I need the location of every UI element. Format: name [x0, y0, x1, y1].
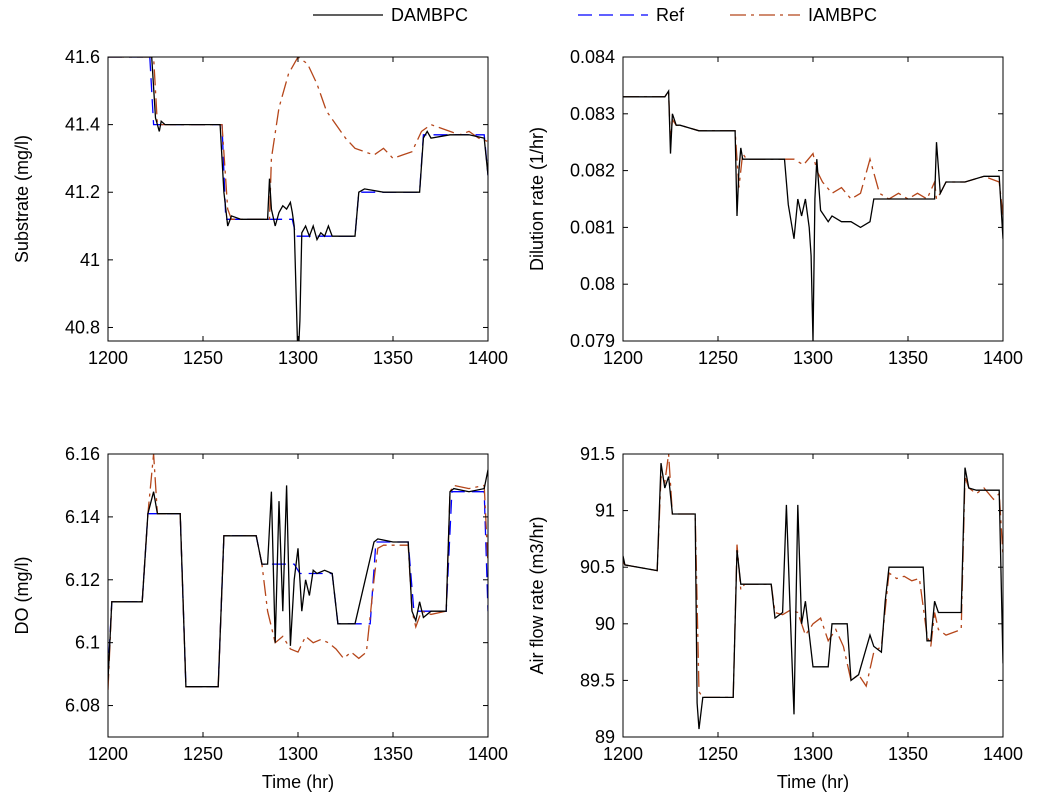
legend-label-ref: Ref	[656, 5, 685, 25]
substrate-y-tick-label: 41	[80, 250, 100, 270]
substrate-series-iambpc-line	[108, 57, 488, 220]
dilution-rate-series-dambpc-line	[623, 89, 1003, 341]
dilution-rate-x-tick-label: 1400	[983, 348, 1023, 368]
chart-air-flow-rate: 1200 1250 1300 1350 1400 89 89.5 90 90.5 91 91.5 Ai…	[527, 444, 1023, 792]
do-x-tick-label: 1250	[183, 744, 223, 764]
air-flow-rate-x-tick-label: 1350	[888, 744, 928, 764]
do-axes-box	[107, 453, 489, 738]
air-flow-rate-series-iambpc-line	[623, 454, 1003, 699]
dilution-rate-x-tick-label: 1350	[888, 348, 928, 368]
substrate-y-tick-label: 40.8	[65, 317, 100, 337]
do-y-tick-label: 6.12	[65, 570, 100, 590]
air-flow-rate-y-tick-label: 90.5	[580, 557, 615, 577]
do-x-tick-label: 1200	[88, 744, 128, 764]
dilution-rate-y-tick-label: 0.084	[570, 47, 615, 67]
air-flow-rate-y-tick-label: 89.5	[580, 670, 615, 690]
substrate-series-dambpc-line	[108, 57, 488, 341]
dilution-rate-y-tick-label: 0.08	[580, 274, 615, 294]
do-x-tick-label: 1400	[468, 744, 508, 764]
dilution-rate-y-tick-label: 0.079	[570, 331, 615, 351]
air-flow-rate-y-axis-label: Air flow rate (m3/hr)	[527, 516, 547, 674]
dilution-rate-y-tick-label: 0.082	[570, 161, 615, 181]
do-series-dambpc-line	[108, 469, 488, 688]
air-flow-rate-y-tick-label: 89	[595, 727, 615, 747]
air-flow-rate-y-tick-label: 91	[595, 501, 615, 521]
substrate-x-tick-label: 1350	[373, 348, 413, 368]
legend-label-iambpc: IAMBPC	[808, 5, 877, 25]
do-x-axis-label: Time (hr)	[262, 772, 334, 792]
dilution-rate-x-tick-label: 1200	[603, 348, 643, 368]
substrate-y-axis-label: Substrate (mg/l)	[12, 135, 32, 263]
air-flow-rate-x-tick-label: 1300	[793, 744, 833, 764]
legend: DAMBPC Ref IAMBPC	[313, 5, 877, 25]
do-series-ref-line	[108, 491, 488, 688]
legend-label-dambpc: DAMBPC	[391, 5, 468, 25]
chart-dilution-rate: 1200 1250 1300 1350 1400 0.079 0.08 0.081 0.082 0…	[527, 47, 1023, 368]
air-flow-rate-y-tick-label: 90	[595, 614, 615, 634]
do-x-tick-label: 1300	[278, 744, 318, 764]
dilution-rate-series-iambpc-line	[623, 89, 1003, 217]
substrate-y-tick-label: 41.6	[65, 47, 100, 67]
do-y-tick-label: 6.16	[65, 444, 100, 464]
substrate-x-tick-label: 1250	[183, 348, 223, 368]
substrate-y-tick-label: 41.4	[65, 115, 100, 135]
dilution-rate-y-tick-label: 0.083	[570, 104, 615, 124]
substrate-x-tick-label: 1300	[278, 348, 318, 368]
air-flow-rate-x-tick-label: 1400	[983, 744, 1023, 764]
air-flow-rate-axes-box	[622, 453, 1004, 738]
substrate-axes-box	[107, 56, 489, 342]
do-series-iambpc-line	[108, 454, 488, 690]
substrate-y-tick-label: 41.2	[65, 182, 100, 202]
substrate-series-ref-line	[108, 57, 488, 237]
do-y-tick-label: 6.08	[65, 696, 100, 716]
dilution-rate-x-tick-label: 1250	[698, 348, 738, 368]
air-flow-rate-y-tick-label: 91.5	[580, 444, 615, 464]
dilution-rate-y-tick-label: 0.081	[570, 217, 615, 237]
chart-do: 1200 1250 1300 1350 1400 6.08 6.1 6.12 6.14 6.16 D…	[12, 444, 508, 792]
air-flow-rate-x-axis-label: Time (hr)	[777, 772, 849, 792]
air-flow-rate-x-tick-label: 1250	[698, 744, 738, 764]
do-y-tick-label: 6.14	[65, 507, 100, 527]
substrate-x-tick-label: 1200	[88, 348, 128, 368]
dilution-rate-x-tick-label: 1300	[793, 348, 833, 368]
chart-substrate: 1200 1250 1300 1350 1400 40.8 41 41.2 41.4 41.6 Su…	[12, 47, 508, 368]
air-flow-rate-series-dambpc-line	[623, 463, 1003, 730]
do-y-tick-label: 6.1	[75, 633, 100, 653]
dilution-rate-y-axis-label: Dilution rate (1/hr)	[527, 127, 547, 271]
air-flow-rate-x-tick-label: 1200	[603, 744, 643, 764]
substrate-x-tick-label: 1400	[468, 348, 508, 368]
do-y-axis-label: DO (mg/l)	[12, 557, 32, 635]
do-x-tick-label: 1350	[373, 744, 413, 764]
